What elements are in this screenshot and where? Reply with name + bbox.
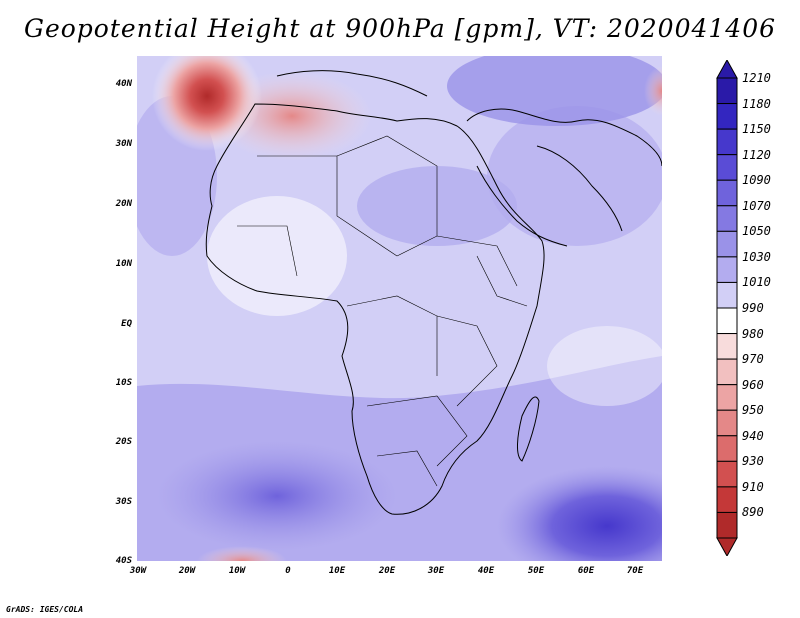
lat-label: 40S [115, 556, 132, 566]
lon-label: 10W [228, 566, 246, 576]
colorbar-label: 940 [742, 428, 764, 443]
colorbar-label: 950 [742, 403, 764, 418]
colorbar-segment [716, 103, 738, 130]
lon-label: 20E [378, 566, 396, 576]
south-pink [197, 546, 287, 561]
colorbar-label: 970 [742, 352, 764, 367]
colorbar-label: 1070 [742, 198, 771, 213]
colorbar-label: 910 [742, 479, 764, 494]
south-atlantic-high [157, 441, 397, 551]
north-high [447, 56, 662, 126]
colorbar-bottom-arrow [716, 537, 738, 556]
map-plot [137, 56, 662, 561]
colorbar-segment [716, 409, 738, 437]
red-sea [476, 165, 568, 247]
lon-label: 30W [129, 566, 147, 576]
lon-label: 70E [626, 566, 644, 576]
arabian-high [487, 106, 662, 246]
colorbar-segment [716, 460, 738, 488]
lon-label: 50E [527, 566, 545, 576]
colorbar-label: 1180 [742, 96, 771, 111]
map-svg [137, 56, 662, 561]
lat-label: 20S [115, 437, 132, 447]
colorbar-label: 930 [742, 454, 764, 469]
lon-label: 60E [577, 566, 595, 576]
colorbar-segment [716, 435, 738, 462]
lat-label: 10N [115, 259, 132, 269]
colorbar-segment [716, 77, 738, 105]
azores-low [152, 56, 262, 151]
colorbar-label: 1150 [742, 122, 771, 137]
country-borders [237, 135, 528, 487]
colorbar-segment [716, 486, 738, 513]
colorbar-segment [716, 333, 738, 360]
eurasia-coast [466, 108, 662, 167]
colorbar-label: 960 [742, 377, 764, 392]
indian-ocean-high [497, 466, 662, 561]
colorbar-label: 980 [742, 326, 764, 341]
colorbar-label: 1050 [742, 224, 771, 239]
colorbar-segment [716, 230, 738, 258]
ne-pink [644, 66, 662, 116]
colorbar-segment [716, 154, 738, 181]
colorbar-label: 1090 [742, 173, 771, 188]
colorbar-segment [716, 256, 738, 283]
colorbar-top-arrow [716, 60, 738, 79]
lat-label: 40N [115, 79, 132, 89]
colorbar-segment [716, 384, 738, 411]
colorbar-label: 990 [742, 301, 764, 315]
map-title: Geopotential Height at 900hPa [gpm], VT:… [23, 14, 777, 43]
lon-label: 0 [285, 566, 291, 576]
east-white [547, 326, 662, 406]
colorbar-segment [716, 128, 738, 156]
coastlines [205, 70, 662, 515]
colorbar-label: 1030 [742, 249, 771, 264]
lon-label: 40E [477, 566, 495, 576]
colorbar-segment [716, 205, 738, 232]
colorbar-label: 1210 [742, 71, 771, 85]
credit-text: GrADS: IGES/COLA [6, 605, 84, 614]
lat-label: 10S [115, 378, 132, 388]
colorbar-label: 1120 [742, 147, 771, 162]
colorbar-label: 890 [742, 505, 764, 520]
gulf-coast [536, 145, 623, 232]
madagascar-coast [517, 396, 540, 462]
lat-label: EQ [121, 319, 132, 329]
lat-label: 30S [115, 497, 132, 507]
colorbar-segment [716, 307, 738, 335]
africa-coast [205, 103, 545, 515]
iberia-coast [276, 70, 428, 97]
colorbar-segment [716, 358, 738, 386]
colorbar [716, 60, 738, 556]
colorbar-segment [716, 179, 738, 207]
lat-label: 30N [115, 139, 132, 149]
west-africa-white [207, 196, 347, 316]
colorbar-segment [716, 281, 738, 309]
lon-label: 10E [328, 566, 346, 576]
lat-label: 20N [115, 199, 132, 209]
colorbar-segment [716, 511, 738, 539]
lon-label: 30E [427, 566, 445, 576]
colorbar-label: 1010 [742, 275, 771, 290]
lon-label: 20W [178, 566, 196, 576]
